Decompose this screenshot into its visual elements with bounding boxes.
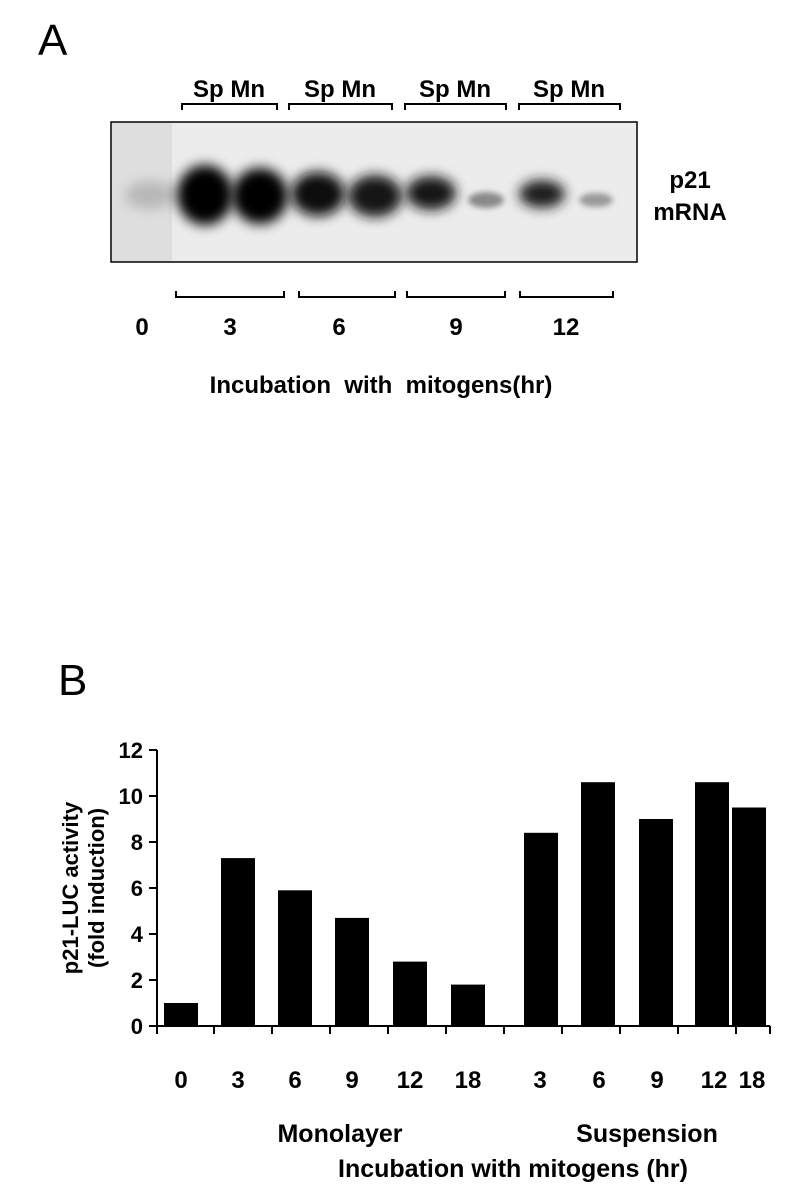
- bar-monolayer-12: [393, 961, 427, 1026]
- panel-a-xlabel: Incubation with mitogens(hr): [210, 372, 553, 399]
- band-lane-0: [125, 181, 175, 209]
- band-label-p21: p21: [669, 167, 710, 194]
- bar-suspension-6: [581, 782, 615, 1026]
- y-axis-label-line1: p21-LUC activity: [58, 801, 83, 974]
- y-tick-label-2: 2: [131, 968, 143, 993]
- bar-chart: 0 2 4 6 8 10 12 p21-LUC activity (fold induction…: [58, 738, 771, 1183]
- band-9h-sp: [406, 176, 456, 210]
- bar-suspension-3: [524, 832, 558, 1026]
- group-label-monolayer: Monolayer: [277, 1120, 402, 1148]
- lane-pair-label-6h: Sp Mn: [304, 76, 376, 103]
- band-6h-mn: [348, 175, 402, 217]
- group-label-suspension: Suspension: [576, 1120, 718, 1148]
- panel-a-letter: A: [38, 16, 68, 65]
- lane-brackets-top: [181, 103, 621, 110]
- band-12h-mn: [579, 193, 613, 207]
- time-labels: 0 3 6 9 12: [135, 314, 579, 341]
- lane-pair-label-9h: Sp Mn: [419, 76, 491, 103]
- lane-pair-labels: Sp Mn Sp Mn Sp Mn Sp Mn: [193, 76, 605, 103]
- y-tick-label-8: 8: [131, 830, 143, 855]
- x-tick-label-monolayer-6: 6: [288, 1067, 301, 1094]
- bar-suspension-9: [639, 819, 673, 1026]
- panel-b-letter: B: [58, 656, 87, 705]
- x-tick-label-monolayer-18: 18: [455, 1067, 482, 1094]
- y-tick-label-0: 0: [131, 1014, 143, 1039]
- y-tick-label-4: 4: [131, 922, 144, 947]
- band-3h-mn: [232, 168, 288, 224]
- x-tick-label-monolayer-3: 3: [231, 1067, 244, 1094]
- lane-pair-label-12h: Sp Mn: [533, 76, 605, 103]
- x-tick-label-monolayer-0: 0: [174, 1067, 187, 1094]
- time-label-6: 6: [332, 314, 345, 341]
- band-label-mrna: mRNA: [653, 199, 726, 226]
- band-6h-sp: [291, 172, 345, 216]
- band-12h-sp: [519, 180, 565, 208]
- y-tick-label-6: 6: [131, 876, 143, 901]
- time-label-3: 3: [223, 314, 236, 341]
- y-tick-label-12: 12: [119, 738, 143, 763]
- bar-monolayer-18: [451, 984, 485, 1026]
- x-tick-label-suspension-18: 18: [739, 1067, 766, 1094]
- x-axis-label: Incubation with mitogens (hr): [338, 1155, 688, 1183]
- x-tick-label-monolayer-9: 9: [345, 1067, 358, 1094]
- band-9h-mn: [468, 192, 504, 208]
- x-tick-label-suspension-3: 3: [533, 1067, 546, 1094]
- time-label-9: 9: [449, 314, 462, 341]
- x-tick-label-suspension-6: 6: [592, 1067, 605, 1094]
- bar-suspension-12: [695, 782, 729, 1026]
- bar-monolayer-3: [221, 858, 255, 1026]
- y-tick-label-10: 10: [119, 784, 143, 809]
- y-axis-label-line2: (fold induction): [84, 808, 109, 968]
- x-tick-label-suspension-9: 9: [650, 1067, 663, 1094]
- bar-suspension-18: [732, 807, 766, 1026]
- time-label-0: 0: [135, 314, 148, 341]
- lane-brackets-bottom: [175, 291, 614, 298]
- northern-blot: [110, 121, 638, 263]
- bar-monolayer-9: [335, 917, 369, 1026]
- band-3h-sp: [177, 165, 233, 225]
- time-label-12: 12: [553, 314, 580, 341]
- x-tick-label-suspension-12: 12: [701, 1067, 728, 1094]
- bar-monolayer-0: [164, 1003, 198, 1026]
- bar-monolayer-6: [278, 890, 312, 1026]
- x-tick-label-monolayer-12: 12: [397, 1067, 424, 1094]
- lane-pair-label-3h: Sp Mn: [193, 76, 265, 103]
